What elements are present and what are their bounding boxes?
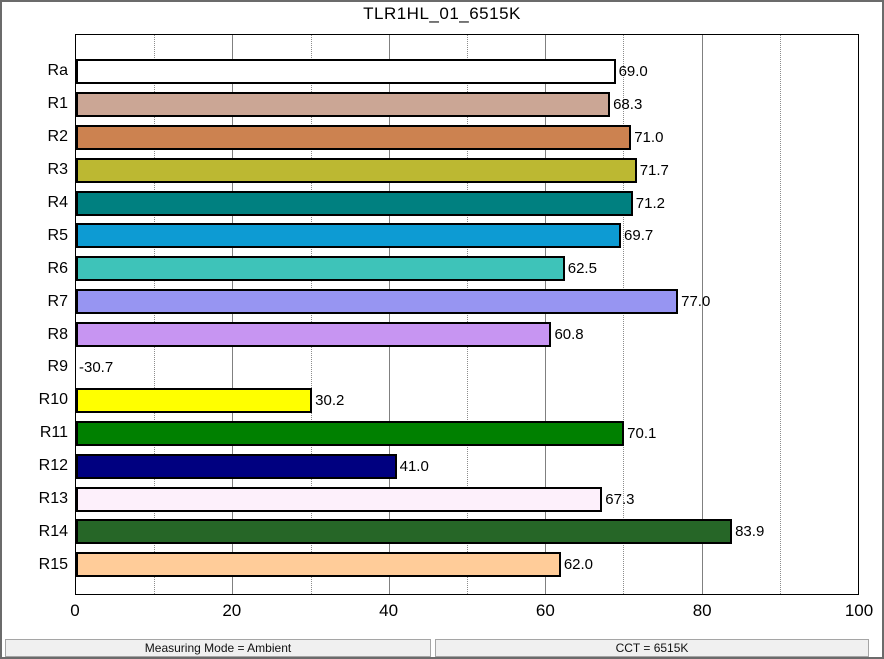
bar-row-R6: R6 62.5 [48,252,858,285]
statusbar-measuring-mode: Measuring Mode = Ambient [5,639,431,657]
plot-area: Ra 69.0 R1 68.3 R2 71.0 R3 71.7 R4 71.2 R5 69.7 R6 62… [39,34,859,595]
chart-title: TLR1HL_01_6515K [363,4,521,23]
bar-R2 [76,124,632,150]
gridline-minor [779,35,781,594]
statusbar-cct: CCT = 6515K [435,639,869,657]
bar-row-R5: R5 69.7 [48,219,858,252]
value-label-R12: 41.0 [399,457,429,475]
category-label-R15: R15 [38,555,68,573]
category-label-R1: R1 [47,95,68,113]
bar-R6 [76,256,565,282]
bar-R15 [76,552,561,578]
category-label-R13: R13 [38,490,68,508]
value-label-R5: 69.7 [624,227,654,245]
category-label-R14: R14 [38,522,68,540]
x-axis: 0 20 40 60 80 100 [70,601,873,623]
category-label-R8: R8 [47,325,68,343]
category-label-R11: R11 [39,424,68,442]
bar-R11 [76,420,625,446]
bar-row-R3: R3 71.7 [48,154,858,187]
category-label-R3: R3 [47,161,68,179]
bar-row-R8: R8 60.8 [48,318,858,351]
category-label-R5: R5 [47,226,68,244]
bar-R4 [76,190,633,216]
x-tick-label-0: 0 [70,601,80,620]
value-label-R4: 71.2 [635,194,665,212]
x-tick-label-60: 60 [535,601,555,620]
bar-R1 [76,91,611,117]
category-label-R4: R4 [47,194,68,211]
category-label-Ra: Ra [47,62,68,80]
category-label-R2: R2 [47,128,68,146]
category-label-R7: R7 [47,292,68,310]
bar-R10 [76,387,313,413]
gridline-major [701,35,703,594]
bar-row-R14: R14 83.9 [39,515,858,548]
bar-R13 [76,486,603,512]
bar-row-R1: R1 68.3 [48,88,858,121]
value-label-R10: 30.2 [315,391,345,409]
gridline-minor [467,35,468,594]
x-tick-label-40: 40 [379,601,399,620]
value-label-R11: 70.1 [627,424,657,442]
bar-Ra [76,58,616,84]
category-label-R9: R9 [47,358,68,376]
bar-R5 [76,223,622,249]
bar-row-R11: R11 70.1 [40,417,858,450]
gridline-major [232,35,234,594]
value-label-R13: 67.3 [605,490,635,508]
bar-row-R12: R12 41.0 [39,450,858,483]
value-label-R15: 62.0 [563,556,594,574]
value-label-Ra: 69.0 [618,62,648,80]
value-label-R6: 62.5 [567,260,597,278]
gridline-minor [623,35,625,594]
bar-row-R13: R13 67.3 [39,483,858,516]
x-tick-label-20: 20 [222,601,242,620]
value-label-R7: 77.0 [681,293,711,311]
category-label-R6: R6 [47,259,68,277]
gridline-major [545,35,547,594]
bar-row-R15: R15 62.0 [39,548,858,581]
category-label-R10: R10 [38,391,68,409]
bar-R8 [76,322,552,348]
x-tick-label-80: 80 [692,601,712,620]
bar-rows: Ra 69.0 R1 68.3 R2 71.0 R3 71.7 R4 71.2 R5 69.7 R6 62… [39,35,858,594]
value-label-R2: 71.0 [634,128,664,146]
gridline-minor [310,35,312,594]
x-tick-label-100: 100 [844,601,874,620]
bar-R14 [76,519,733,545]
value-label-R9: -30.7 [79,358,114,376]
bar-row-R4: R4 71.2 [48,187,858,220]
value-label-R3: 71.7 [639,161,669,179]
value-label-R1: 68.3 [613,95,643,113]
value-label-R8: 60.8 [554,326,584,344]
bar-R7 [76,289,679,315]
bar-row-R9: R9 -30.7 [48,351,858,384]
value-label-R14: 83.9 [735,523,765,541]
category-label-R12: R12 [38,457,68,475]
bar-R12 [76,453,397,479]
gridline-major [388,35,390,594]
bar-row-R7: R7 77.0 [48,285,858,318]
gridline-minor [154,35,156,594]
bar-row-R10: R10 30.2 [39,384,858,417]
bar-row-R2: R2 71.0 [48,121,858,154]
bar-row-Ra: Ra 69.0 [48,55,858,88]
bar-R3 [76,157,637,183]
